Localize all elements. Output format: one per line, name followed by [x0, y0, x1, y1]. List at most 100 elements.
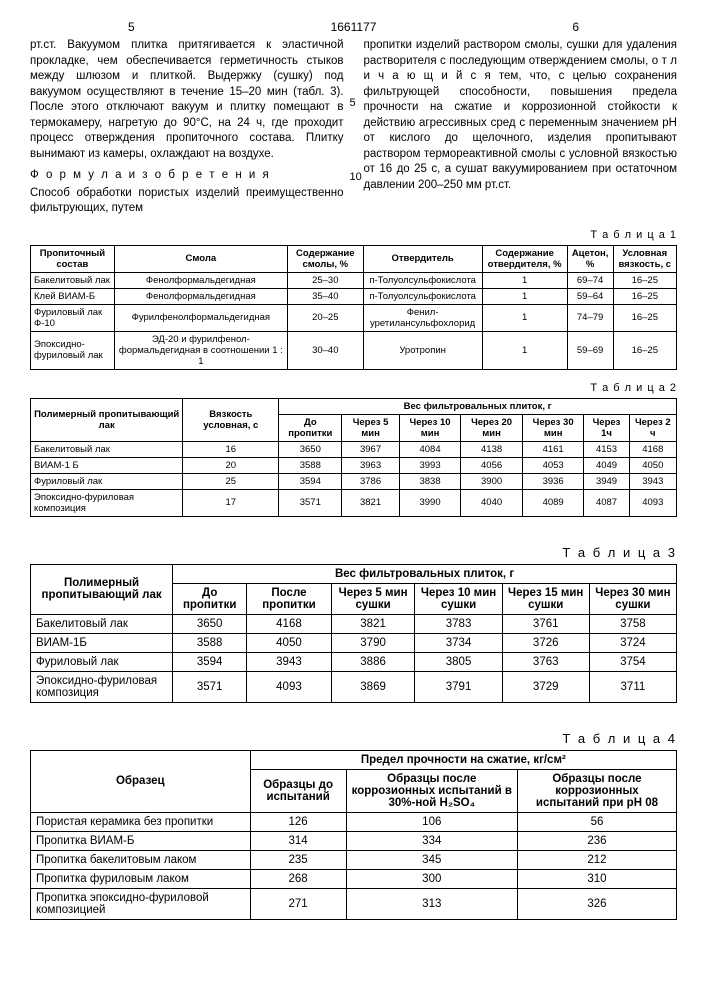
t2-h1-2: Вес фильтровальных плиток, г	[279, 398, 677, 414]
table-cell: 4153	[584, 441, 629, 457]
table-cell: 268	[250, 869, 346, 888]
table-cell: 3949	[584, 473, 629, 489]
table-cell: 4093	[629, 489, 676, 516]
table-cell: 271	[250, 888, 346, 919]
table-cell: 3993	[399, 457, 461, 473]
table-cell: 3821	[342, 489, 399, 516]
table-4: Образец Предел прочности на сжатие, кг/с…	[30, 750, 677, 920]
table-cell: 25–30	[287, 272, 363, 288]
table-1: Пропиточный состав Смола Содержание смол…	[30, 245, 677, 370]
table-cell: 3900	[461, 473, 523, 489]
table-cell: 3936	[522, 473, 584, 489]
table-cell: 3754	[589, 652, 676, 671]
t2-h2-1: Через 5 мин	[342, 414, 399, 441]
table-cell: 4040	[461, 489, 523, 516]
table-cell: 4050	[247, 633, 331, 652]
t3-h1-1: Вес фильтровальных плиток, г	[173, 564, 677, 583]
table-cell: 1	[482, 304, 567, 331]
table-cell: 59–69	[567, 331, 613, 369]
table-cell: 4049	[584, 457, 629, 473]
table-cell: 17	[183, 489, 279, 516]
table-cell: 3594	[173, 652, 247, 671]
t1-h2: Содержание смолы, %	[287, 245, 363, 272]
t2-h2-2: Через 10 мин	[399, 414, 461, 441]
t2-h2-0: До пропитки	[279, 414, 342, 441]
page-num-right: 6	[572, 20, 579, 34]
t3-h2-4: Через 15 мин сушки	[502, 583, 589, 614]
table-cell: 3783	[415, 614, 502, 633]
body-text-left: рт.ст. Вакуумом плитка притягивается к э…	[30, 39, 344, 160]
table-cell: 345	[346, 850, 517, 869]
table-cell: Эпоксидно-фуриловая композиция	[31, 489, 183, 516]
t3-h2-2: Через 5 мин сушки	[331, 583, 415, 614]
t3-h2-3: Через 10 мин сушки	[415, 583, 502, 614]
table-cell: 16–25	[613, 331, 676, 369]
table-cell: 20–25	[287, 304, 363, 331]
table-cell: 20	[183, 457, 279, 473]
table-cell: 236	[517, 831, 676, 850]
table-cell: 4089	[522, 489, 584, 516]
table-cell: Фуриловый лак	[31, 473, 183, 489]
table-cell: Пропитка эпоксидно-фуриловой композицией	[31, 888, 251, 919]
t2-h2-4: Через 30 мин	[522, 414, 584, 441]
table-cell: 4056	[461, 457, 523, 473]
table-cell: 3963	[342, 457, 399, 473]
table-cell: Фенолформальдегидная	[114, 272, 287, 288]
table-cell: 74–79	[567, 304, 613, 331]
table-cell: Пористая керамика без пропитки	[31, 812, 251, 831]
table-cell: 16–25	[613, 304, 676, 331]
table-cell: 4087	[584, 489, 629, 516]
table-cell: 235	[250, 850, 346, 869]
table-cell: 3943	[629, 473, 676, 489]
table-cell: 1	[482, 272, 567, 288]
table-cell: 3588	[279, 457, 342, 473]
table-cell: 3724	[589, 633, 676, 652]
table-cell: 4084	[399, 441, 461, 457]
table-cell: Уротропин	[363, 331, 482, 369]
table-cell: 313	[346, 888, 517, 919]
table-cell: 3791	[415, 671, 502, 702]
table-cell: Бакелитовый лак	[31, 441, 183, 457]
table-cell: 3761	[502, 614, 589, 633]
table-cell: п-Толуолсульфокислота	[363, 272, 482, 288]
t3-h2-0: До пропитки	[173, 583, 247, 614]
table-cell: Эпоксидно-фуриловый лак	[31, 331, 115, 369]
table-cell: Фенил-уретилансульфохлорид	[363, 304, 482, 331]
page-num-left: 5	[128, 20, 135, 34]
margin-num-5: 5	[350, 96, 356, 111]
table-cell: 3790	[331, 633, 415, 652]
table-cell: 3729	[502, 671, 589, 702]
table-cell: 4138	[461, 441, 523, 457]
table-cell: 4053	[522, 457, 584, 473]
table-cell: 16	[183, 441, 279, 457]
formula-heading: Ф о р м у л а и з о б р е т е н и я	[30, 168, 344, 184]
table-cell: 30–40	[287, 331, 363, 369]
t4-h1-1: Предел прочности на сжатие, кг/см²	[250, 750, 676, 769]
table-cell: 3650	[279, 441, 342, 457]
doc-number: 1661177	[331, 20, 377, 34]
body-text-right: пропитки изделий раствором смолы, сушки …	[364, 39, 678, 191]
table-cell: 326	[517, 888, 676, 919]
table-cell: 16–25	[613, 288, 676, 304]
table3-label: Т а б л и ц а 3	[30, 545, 677, 560]
table-cell: ВИАМ-1 Б	[31, 457, 183, 473]
table-cell: 3838	[399, 473, 461, 489]
t3-h1-0: Полимерный пропитывающий лак	[31, 564, 173, 614]
table-cell: Пропитка ВИАМ-Б	[31, 831, 251, 850]
table-cell: 3711	[589, 671, 676, 702]
table-cell: 3726	[502, 633, 589, 652]
table-3: Полимерный пропитывающий лак Вес фильтро…	[30, 564, 677, 703]
table-cell: 59–64	[567, 288, 613, 304]
table-cell: 4168	[247, 614, 331, 633]
table-cell: 3758	[589, 614, 676, 633]
table-cell: 310	[517, 869, 676, 888]
table-cell: Фуриловый лак Ф-10	[31, 304, 115, 331]
table-cell: ЭД-20 и фурилфенол-формальдегидная в соо…	[114, 331, 287, 369]
table-cell: 3990	[399, 489, 461, 516]
table-cell: 25	[183, 473, 279, 489]
t2-h2-5: Через 1ч	[584, 414, 629, 441]
t1-h1: Смола	[114, 245, 287, 272]
table-cell: 3588	[173, 633, 247, 652]
table-cell: 3734	[415, 633, 502, 652]
t4-h2-0: Образцы до испытаний	[250, 769, 346, 812]
